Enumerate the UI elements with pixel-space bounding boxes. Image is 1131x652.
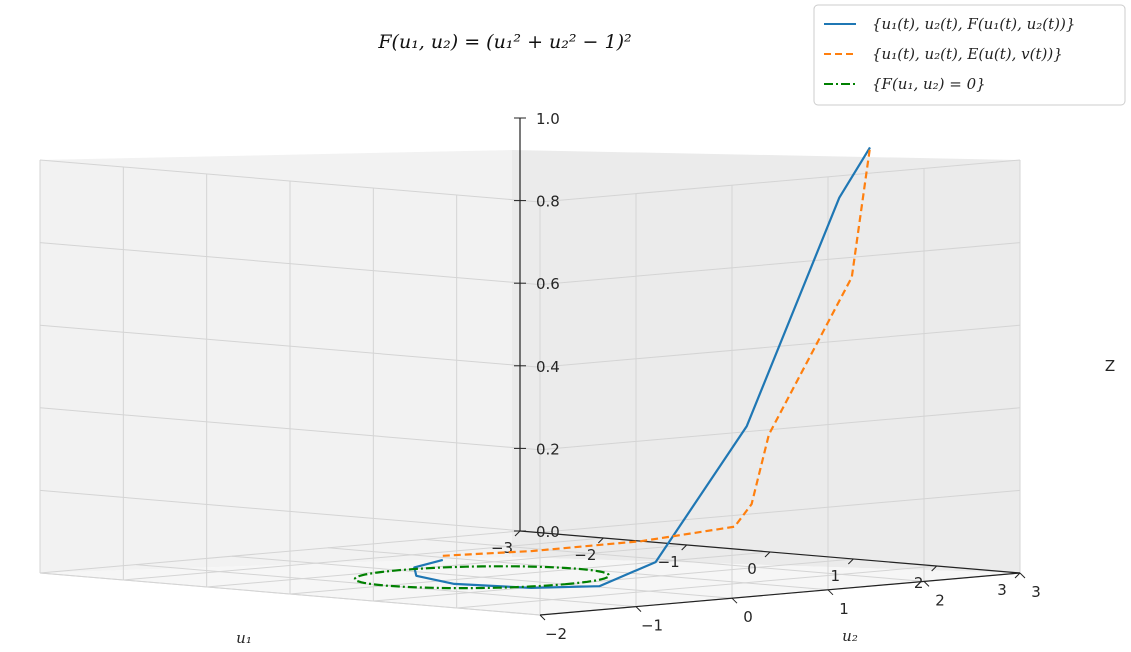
grid-floor-y-2: [231, 555, 733, 599]
legend-frame: [813, 4, 1126, 106]
series-line-1: [442, 147, 872, 557]
grid-floor-x-2: [206, 544, 687, 588]
x-tick-label-3: 0: [747, 560, 757, 578]
axes: −3 −2 −1 0 1 2 3 −2 −1 0 1 2 3 0.0 0.2 0.4 0.6 0.8 1.0: [491, 110, 1041, 643]
series-layer: [353, 146, 872, 590]
pane-back-right: [512, 150, 1020, 573]
z-tick-label-0: 0.0: [536, 523, 560, 541]
y-tick-mark-3: [827, 589, 834, 596]
y-tick-label-2: 0: [743, 608, 753, 626]
grid-floor-x-1: [123, 537, 604, 581]
y-tick-mark-4: [923, 581, 930, 587]
y-tick-label-3: 1: [839, 600, 849, 618]
y-axis-label: u₂: [842, 627, 858, 645]
x-tick-mark-4: [847, 558, 854, 565]
y-tick-label-1: −1: [641, 617, 663, 635]
x-tick-label-1: −2: [574, 546, 596, 564]
x-tick-mark-6: [1014, 572, 1021, 579]
grid-floor-x-0: [39, 530, 521, 574]
z-tick-label-3: 0.6: [536, 275, 560, 293]
x-axis-label: u₁: [236, 629, 252, 647]
x-tick-label-6: 3: [997, 581, 1007, 599]
legend-label-2: {F(u₁, u₂) = 0}: [872, 75, 986, 93]
z-tick-label-4: 0.8: [536, 193, 560, 211]
series-line-0: [413, 146, 871, 590]
x-tick-label-0: −3: [491, 539, 513, 557]
grid-floor-x-3: [289, 551, 771, 595]
y-tick-mark-2: [731, 597, 738, 604]
x-tick-label-4: 1: [831, 567, 841, 585]
z-tick-label-1: 0.2: [536, 440, 560, 458]
x-tick-mark-3: [764, 551, 771, 558]
y-tick-mark-5: [1019, 572, 1026, 579]
legend-label-1: {u₁(t), u₂(t), E(u(t), v(t))}: [872, 45, 1063, 63]
y-tick-label-5: 3: [1031, 583, 1041, 601]
y-tick-mark-0: [539, 614, 546, 621]
grid-wall-z-2: [39, 407, 1021, 451]
z-tick-label-5: 1.0: [536, 110, 560, 128]
legend: {u₁(t), u₂(t), F(u₁(t), u₂(t))} {u₁(t), …: [813, 4, 1126, 106]
x-tick-label-2: −1: [658, 553, 680, 571]
grid-wall-z-4: [39, 242, 1021, 286]
x-tick-label-5: 2: [914, 574, 924, 592]
y-tick-label-0: −2: [545, 625, 567, 643]
chart-title: F(u₁, u₂) = (u₁² + u₂² − 1)²: [377, 31, 631, 53]
y-tick-mark-1: [635, 606, 642, 612]
grid-wall-z-5: [39, 159, 1021, 203]
x-tick-mark-2: [681, 544, 688, 551]
series-line-2: [353, 565, 611, 590]
z-tick-label-2: 0.4: [536, 358, 560, 376]
pane-back-left: [40, 150, 512, 573]
x-tick-mark-0: [514, 530, 521, 537]
grid-wall-z-3: [39, 324, 1021, 368]
z-axis-label: Z: [1105, 357, 1115, 375]
y-tick-label-4: 2: [935, 591, 945, 609]
x-tick-mark-5: [931, 565, 938, 572]
x-tick-mark-1: [597, 537, 604, 544]
grid-floor-y-4: [423, 538, 925, 582]
y-axis-line: [539, 572, 1021, 616]
legend-label-0: {u₁(t), u₂(t), F(u₁(t), u₂(t))}: [872, 15, 1075, 33]
grid-floor-y-3: [327, 547, 829, 591]
grid-floor-x-5: [456, 565, 937, 609]
